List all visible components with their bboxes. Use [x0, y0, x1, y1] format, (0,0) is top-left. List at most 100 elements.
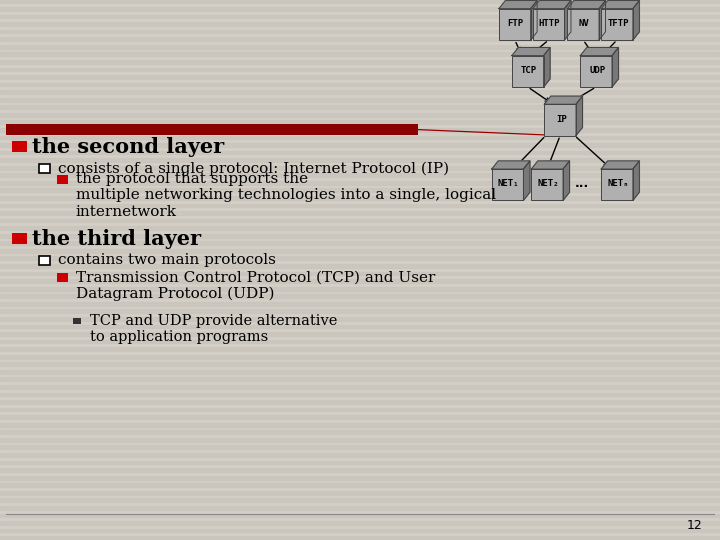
- Bar: [0, 400, 720, 404]
- Bar: [73, 318, 81, 324]
- Text: TFTP: TFTP: [607, 19, 629, 28]
- Bar: [0, 151, 720, 154]
- Bar: [0, 204, 720, 207]
- Bar: [0, 438, 720, 442]
- Bar: [0, 249, 720, 253]
- Bar: [0, 325, 720, 328]
- Bar: [0, 385, 720, 389]
- Polygon shape: [499, 1, 537, 9]
- Bar: [0, 0, 720, 3]
- Bar: [0, 219, 720, 222]
- Bar: [0, 7, 720, 11]
- Bar: [0, 317, 720, 321]
- Text: FTP: FTP: [508, 19, 524, 28]
- Bar: [0, 302, 720, 306]
- Polygon shape: [601, 161, 639, 169]
- Polygon shape: [563, 161, 570, 200]
- Polygon shape: [544, 104, 576, 136]
- Polygon shape: [523, 161, 530, 200]
- Bar: [0, 181, 720, 185]
- Bar: [0, 362, 720, 366]
- Polygon shape: [601, 169, 633, 200]
- Bar: [12, 233, 27, 244]
- Text: the third layer: the third layer: [32, 228, 202, 249]
- Bar: [0, 98, 720, 102]
- Bar: [0, 22, 720, 26]
- Bar: [0, 529, 720, 532]
- Bar: [0, 90, 720, 94]
- Bar: [0, 506, 720, 510]
- Text: NET₁: NET₁: [498, 179, 519, 188]
- Text: ...: ...: [575, 177, 589, 190]
- Text: consists of a single protocol: Internet Protocol (IP): consists of a single protocol: Internet …: [58, 161, 449, 176]
- Bar: [12, 141, 27, 152]
- Bar: [0, 226, 720, 230]
- Bar: [0, 83, 720, 86]
- Text: the protocol that supports the: the protocol that supports the: [76, 172, 312, 186]
- Bar: [0, 483, 720, 487]
- Bar: [39, 164, 50, 173]
- Bar: [0, 536, 720, 540]
- Bar: [0, 173, 720, 177]
- Bar: [0, 498, 720, 502]
- Bar: [0, 393, 720, 396]
- Bar: [0, 423, 720, 427]
- Bar: [0, 370, 720, 374]
- Bar: [0, 279, 720, 283]
- Text: IP: IP: [556, 114, 567, 124]
- Polygon shape: [531, 161, 570, 169]
- Bar: [0, 143, 720, 147]
- Bar: [0, 75, 720, 79]
- Bar: [0, 52, 720, 56]
- Polygon shape: [531, 169, 563, 200]
- Bar: [0, 113, 720, 117]
- Bar: [0, 476, 720, 480]
- Polygon shape: [492, 169, 523, 200]
- Bar: [0, 188, 720, 192]
- Bar: [0, 309, 720, 313]
- Polygon shape: [531, 1, 537, 40]
- Polygon shape: [564, 1, 571, 40]
- Bar: [0, 468, 720, 472]
- Bar: [0, 30, 720, 33]
- Polygon shape: [601, 9, 633, 40]
- Bar: [0, 15, 720, 18]
- Polygon shape: [633, 1, 639, 40]
- Bar: [0, 491, 720, 495]
- Bar: [0, 211, 720, 215]
- Bar: [0, 430, 720, 434]
- Bar: [0, 294, 720, 298]
- Polygon shape: [544, 96, 582, 104]
- Polygon shape: [512, 48, 550, 56]
- Bar: [0, 514, 720, 517]
- Polygon shape: [633, 161, 639, 200]
- Bar: [0, 272, 720, 275]
- Text: HTTP: HTTP: [539, 19, 560, 28]
- Bar: [0, 446, 720, 449]
- Bar: [0, 45, 720, 49]
- Text: the second layer: the second layer: [32, 137, 225, 157]
- Bar: [0, 347, 720, 351]
- Bar: [0, 256, 720, 260]
- Bar: [0, 120, 720, 124]
- Bar: [0, 37, 720, 41]
- Bar: [0, 68, 720, 71]
- Polygon shape: [567, 1, 606, 9]
- Polygon shape: [533, 1, 571, 9]
- Bar: [0, 332, 720, 336]
- Polygon shape: [601, 1, 639, 9]
- Polygon shape: [499, 9, 531, 40]
- Bar: [0, 287, 720, 291]
- Polygon shape: [544, 48, 550, 87]
- Bar: [57, 175, 68, 184]
- Text: UDP: UDP: [589, 66, 606, 75]
- Bar: [0, 461, 720, 464]
- Text: TCP and UDP provide alternative: TCP and UDP provide alternative: [90, 314, 342, 328]
- Bar: [0, 136, 720, 139]
- Bar: [0, 196, 720, 200]
- Text: internetwork: internetwork: [76, 205, 176, 219]
- Polygon shape: [599, 1, 606, 40]
- Text: to application programs: to application programs: [90, 330, 269, 344]
- Text: 12: 12: [686, 519, 702, 532]
- Bar: [6, 124, 418, 135]
